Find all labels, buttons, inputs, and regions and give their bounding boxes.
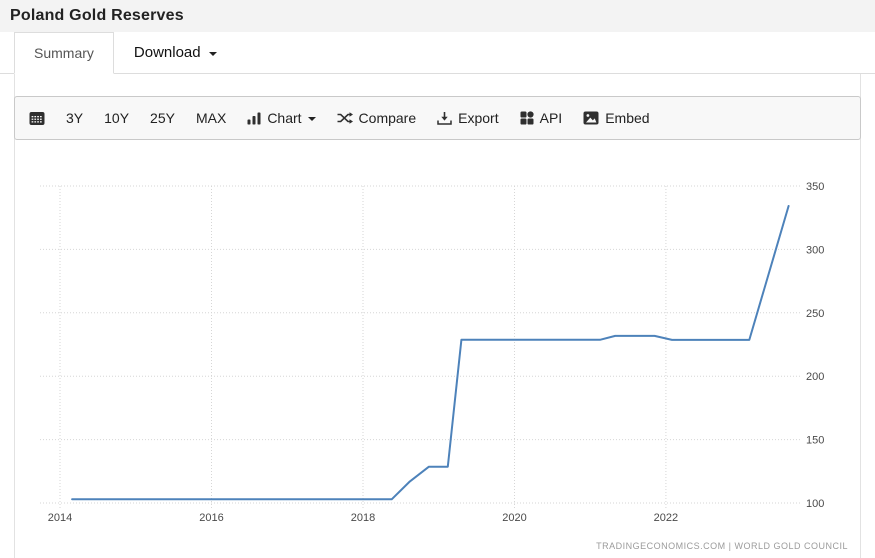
- chart-type-button[interactable]: Chart: [247, 110, 316, 126]
- svg-text:250: 250: [806, 308, 824, 320]
- x-gridlines: [59, 186, 667, 508]
- chart-area: 100 150 200 250 300 350 2014 2016 2018 2020 2022 T…: [15, 140, 860, 558]
- calendar-icon: [29, 111, 45, 125]
- svg-text:200: 200: [806, 371, 824, 383]
- embed-button[interactable]: Embed: [583, 110, 650, 126]
- api-label: API: [539, 110, 563, 126]
- tab-download-label: Download: [133, 44, 201, 61]
- svg-text:2014: 2014: [48, 512, 72, 524]
- embed-label: Embed: [605, 110, 650, 126]
- compare-button[interactable]: Compare: [337, 110, 417, 126]
- shuffle-icon: [337, 112, 353, 124]
- range-25y-button[interactable]: 25Y: [150, 110, 175, 126]
- range-10y-button[interactable]: 10Y: [104, 110, 129, 126]
- range-10y-label: 10Y: [104, 110, 130, 126]
- export-label: Export: [458, 110, 499, 126]
- svg-text:150: 150: [806, 435, 824, 447]
- reserves-line-chart[interactable]: 100 150 200 250 300 350 2014 2016 2018 2020 2022: [15, 140, 860, 552]
- compare-label: Compare: [358, 110, 417, 126]
- tab-summary[interactable]: Summary: [14, 32, 114, 74]
- svg-text:2016: 2016: [199, 512, 223, 524]
- y-axis-labels: 100 150 200 250 300 350: [806, 181, 824, 510]
- tab-download[interactable]: Download: [118, 32, 233, 73]
- chart-type-label: Chart: [267, 110, 302, 126]
- range-3y-label: 3Y: [66, 110, 84, 126]
- svg-text:100: 100: [806, 498, 824, 510]
- chevron-down-icon: [208, 51, 217, 56]
- api-button[interactable]: API: [520, 110, 563, 126]
- x-axis-labels: 2014 2016 2018 2020 2022: [48, 512, 678, 524]
- range-max-button[interactable]: MAX: [196, 110, 226, 126]
- chart-credit: TRADINGECONOMICS.COM | WORLD GOLD COUNCI…: [596, 541, 848, 551]
- export-button[interactable]: Export: [437, 110, 499, 126]
- range-25y-label: 25Y: [150, 110, 175, 126]
- page-header: Poland Gold Reserves: [0, 0, 875, 32]
- range-3y-button[interactable]: 3Y: [66, 110, 83, 126]
- grid-icon: [520, 111, 534, 125]
- svg-text:300: 300: [806, 244, 824, 256]
- image-icon: [583, 111, 599, 125]
- range-max-label: MAX: [195, 110, 227, 126]
- chart-toolbar: 3Y 10Y 25Y MAX Chart C: [14, 96, 861, 140]
- svg-text:2022: 2022: [654, 512, 678, 524]
- svg-text:2020: 2020: [502, 512, 526, 524]
- calendar-button[interactable]: [29, 111, 45, 126]
- y-gridlines: [40, 185, 800, 504]
- tab-bar: Summary Download: [0, 32, 875, 74]
- chart-panel: 3Y 10Y 25Y MAX Chart C: [14, 74, 861, 558]
- svg-text:350: 350: [806, 181, 824, 193]
- page-title: Poland Gold Reserves: [10, 7, 184, 24]
- svg-text:2018: 2018: [351, 512, 375, 524]
- series-line: [71, 205, 790, 501]
- bar-chart-icon: [247, 112, 261, 125]
- download-icon: [437, 111, 452, 125]
- tab-summary-label: Summary: [34, 45, 94, 61]
- chevron-down-icon: [307, 117, 316, 121]
